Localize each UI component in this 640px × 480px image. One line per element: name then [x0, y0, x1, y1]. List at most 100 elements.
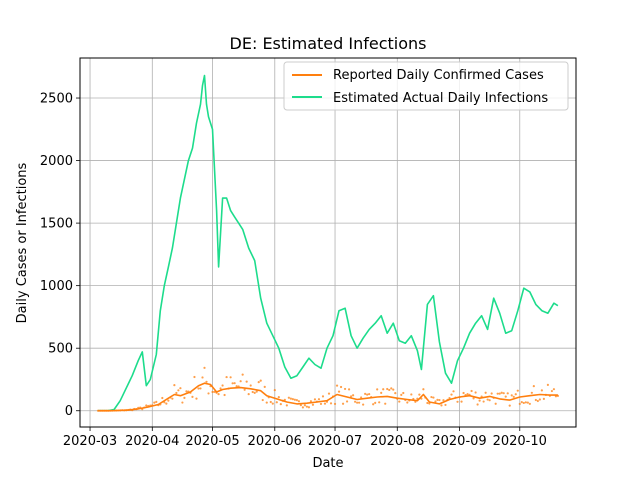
reported-daily-point: [522, 401, 525, 405]
reported-daily-point: [247, 393, 250, 396]
reported-daily-point: [323, 402, 327, 405]
reported-daily-point: [524, 401, 527, 404]
reported-daily-point: [339, 385, 343, 389]
reported-daily-point: [538, 398, 541, 401]
reported-daily-point: [364, 392, 367, 396]
reported-daily-point: [440, 404, 443, 407]
reported-daily-point: [352, 394, 355, 397]
reported-daily-point: [502, 392, 505, 395]
reported-daily-point: [337, 390, 341, 393]
reported-daily-point: [305, 405, 309, 408]
reported-daily-point: [386, 387, 389, 391]
reported-daily-point: [518, 402, 521, 406]
reported-daily-point: [402, 391, 405, 395]
reported-daily-point: [452, 390, 455, 393]
reported-daily-point: [534, 398, 537, 402]
reported-daily-point: [506, 392, 509, 395]
reported-daily-point: [510, 394, 513, 397]
reported-daily-point: [516, 389, 519, 392]
reported-daily-point: [307, 406, 311, 409]
reported-daily-point: [472, 397, 475, 400]
reported-daily-point: [406, 401, 409, 404]
reported-daily-point: [239, 380, 242, 383]
reported-daily-point: [462, 391, 465, 395]
reported-daily-point: [153, 401, 156, 404]
reported-daily-point: [175, 391, 178, 395]
reported-daily-point: [245, 380, 248, 383]
reported-daily-point: [428, 402, 431, 405]
reported-daily-point: [243, 388, 246, 391]
reported-daily-point: [195, 397, 198, 400]
x-tick-label: 2020-06: [248, 434, 302, 449]
reported-daily-point: [498, 392, 501, 395]
reported-daily-point: [299, 404, 302, 407]
reported-daily-point: [434, 400, 437, 403]
reported-daily-point: [362, 403, 365, 406]
y-tick-label: 2500: [40, 92, 73, 107]
reported-daily-point: [165, 402, 168, 405]
reported-daily-point: [347, 388, 351, 391]
reported-daily-point: [418, 393, 421, 396]
reported-daily-point: [313, 398, 317, 401]
reported-daily-point: [520, 401, 523, 404]
reported-daily-point: [191, 395, 194, 398]
reported-daily-point: [494, 402, 497, 405]
reported-daily-point: [199, 387, 202, 390]
reported-daily-point: [436, 398, 439, 401]
reported-daily-point: [207, 392, 210, 395]
reported-daily-point: [269, 400, 272, 404]
reported-daily-point: [356, 401, 359, 404]
reported-daily-point: [261, 398, 264, 402]
chart-title: DE: Estimated Infections: [230, 34, 427, 53]
reported-daily-point: [360, 396, 363, 399]
reported-daily-point: [161, 396, 164, 400]
reported-daily-point: [275, 401, 278, 404]
reported-daily-point: [426, 401, 429, 405]
reported-daily-point: [219, 387, 222, 390]
y-tick-label: 2000: [40, 154, 73, 169]
reported-daily-point: [321, 395, 325, 398]
reported-daily-point: [394, 392, 397, 395]
reported-daily-point: [372, 403, 375, 406]
y-tick-label: 1000: [40, 279, 73, 294]
reported-daily-point: [470, 389, 473, 393]
reported-daily-point: [540, 389, 543, 392]
reported-daily-point: [380, 391, 383, 394]
reported-daily-point: [496, 392, 499, 395]
reported-daily-point: [329, 402, 333, 405]
legend-box: [283, 61, 569, 111]
reported-daily-point: [277, 396, 280, 399]
reported-daily-point: [536, 399, 539, 403]
reported-daily-point: [333, 402, 337, 406]
reported-daily-point: [211, 390, 214, 394]
reported-daily-point: [390, 387, 393, 390]
reported-daily-point: [177, 389, 180, 392]
reported-daily-point: [311, 403, 315, 406]
reported-daily-point: [374, 401, 377, 404]
x-tick-label: 2020-09: [432, 434, 486, 449]
reported-daily-point: [526, 401, 529, 404]
reported-daily-point: [181, 401, 184, 404]
reported-daily-point: [173, 384, 176, 387]
reported-daily-point: [249, 384, 252, 387]
reported-daily-point: [438, 398, 441, 402]
reported-daily-point: [442, 399, 445, 402]
reported-daily-point: [400, 393, 403, 396]
reported-daily-point: [358, 401, 361, 404]
reported-daily-point: [263, 385, 266, 388]
reported-daily-point: [410, 393, 413, 396]
reported-daily-point: [295, 399, 298, 402]
x-tick-label: 2020-04: [125, 434, 179, 449]
reported-daily-point: [241, 373, 244, 376]
reported-daily-point: [450, 393, 453, 396]
y-tick-label: 1500: [40, 217, 73, 232]
reported-daily-point: [550, 389, 554, 393]
reported-daily-point: [430, 395, 433, 399]
reported-daily-point: [388, 388, 391, 392]
reported-daily-point: [221, 384, 224, 387]
reported-daily-point: [444, 403, 447, 407]
reported-daily-point: [456, 400, 459, 403]
reported-daily-point: [552, 388, 556, 391]
reported-daily-point: [193, 375, 196, 379]
